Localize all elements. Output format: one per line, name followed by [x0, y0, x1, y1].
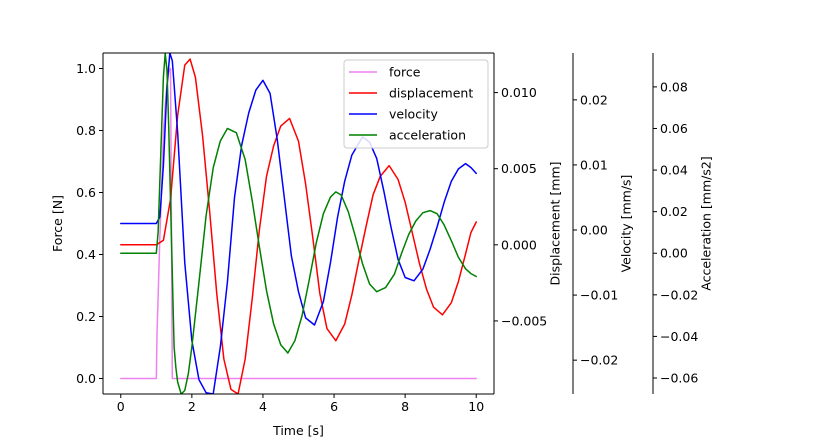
acceleration-tick-label: −0.02 [660, 287, 698, 302]
displacement-tick-label: 0.000 [501, 237, 537, 252]
displacement-tick-label: 0.010 [501, 85, 537, 100]
acceleration-tick-label: 0.00 [660, 246, 688, 261]
displacement-tick-label: 0.005 [501, 161, 537, 176]
series-line-acceleration [120, 53, 477, 394]
force-tick-label: 1.0 [76, 61, 96, 76]
x-tick-label: 8 [401, 399, 409, 414]
acceleration-tick-label: −0.06 [660, 370, 698, 385]
acceleration-tick-label: 0.08 [660, 79, 688, 94]
velocity-tick-label: 0.02 [580, 92, 608, 107]
displacement-tick-label: −0.005 [501, 313, 547, 328]
x-tick-label: 4 [259, 399, 267, 414]
acceleration-tick-label: −0.04 [660, 329, 698, 344]
x-tick-label: 0 [117, 399, 125, 414]
force-tick-label: 0.2 [76, 309, 96, 324]
velocity-tick-label: −0.02 [580, 353, 618, 368]
velocity-tick-label: 0.01 [580, 157, 608, 172]
velocity-axis-label: Velocity [mm/s] [618, 175, 633, 273]
x-tick-label: 10 [468, 399, 484, 414]
series-line-velocity [120, 53, 477, 394]
legend-label-displacement: displacement [389, 86, 473, 101]
legend-box [343, 59, 489, 149]
x-tick-label: 2 [188, 399, 196, 414]
legend: force displacement velocity acceleration [343, 59, 489, 149]
axes-layer: 0 2 4 6 8 10 Time [s] 0.0 0.2 0.4 0.6 0.8 1.0 Force [… [50, 52, 713, 438]
x-axis-label: Time [s] [272, 423, 324, 438]
series-line-displacement [120, 58, 477, 394]
x-tick-label: 6 [330, 399, 338, 414]
series-layer [120, 53, 477, 394]
acceleration-axis-label: Acceleration [mm/s2] [698, 156, 713, 290]
force-tick-label: 0.4 [76, 247, 96, 262]
velocity-tick-label: −0.01 [580, 288, 618, 303]
acceleration-tick-label: 0.06 [660, 121, 688, 136]
force-tick-label: 0.0 [76, 371, 96, 386]
legend-label-force: force [389, 65, 421, 80]
legend-label-velocity: velocity [389, 107, 438, 122]
acceleration-tick-label: 0.04 [660, 163, 688, 178]
acceleration-tick-label: 0.02 [660, 204, 688, 219]
legend-label-acceleration: acceleration [389, 128, 466, 143]
force-axis-label: Force [N] [50, 195, 65, 252]
force-tick-label: 0.8 [76, 123, 96, 138]
force-tick-label: 0.6 [76, 185, 96, 200]
displacement-axis-label: Displacement [mm] [547, 161, 562, 285]
velocity-tick-label: 0.00 [580, 223, 608, 238]
